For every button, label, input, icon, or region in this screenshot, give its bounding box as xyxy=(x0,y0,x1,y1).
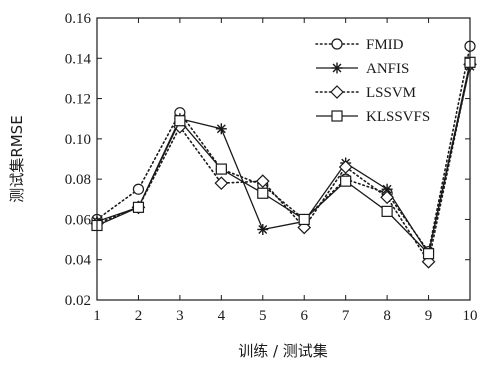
series-lssvm xyxy=(90,57,477,269)
y-tick-label: 0.12 xyxy=(65,92,91,108)
y-tick-label: 0.02 xyxy=(65,293,91,309)
data-point-lssvm xyxy=(338,160,353,174)
data-point-klssvfs xyxy=(132,201,145,213)
data-point-klssvfs xyxy=(215,163,227,175)
legend-marker xyxy=(331,110,343,122)
data-point-klssvfs xyxy=(298,213,310,226)
data-point-klssvfs xyxy=(174,115,186,127)
x-tick-label: 5 xyxy=(259,308,267,324)
legend-marker xyxy=(331,38,343,50)
data-point-klssvfs xyxy=(381,205,393,217)
x-tick-label: 10 xyxy=(463,308,478,324)
legend-entry-anfis: ANFIS xyxy=(316,61,409,77)
x-tick-label: 3 xyxy=(176,308,184,324)
series-klssvfs xyxy=(91,56,476,260)
series-line-klssvfs xyxy=(96,62,471,255)
x-axis-label: 训练 / 测试集 xyxy=(238,342,328,360)
series-line-lssvm xyxy=(96,63,471,263)
x-tick-label: 1 xyxy=(93,308,101,324)
legend-marker xyxy=(331,62,343,74)
data-point-lssvm xyxy=(255,174,270,189)
series-line-fmid xyxy=(96,45,471,253)
x-tick-label: 8 xyxy=(383,308,391,324)
series-group xyxy=(90,40,477,269)
data-point-klssvfs xyxy=(422,248,435,260)
legend-label: ANFIS xyxy=(366,61,409,77)
data-point-lssvm xyxy=(214,176,229,191)
y-tick-label: 0.14 xyxy=(65,51,92,67)
x-tick-label: 7 xyxy=(342,308,350,324)
data-point-klssvfs xyxy=(340,175,352,187)
legend: FMID ANFIS LSSVM KLSSVFS xyxy=(315,37,430,125)
series-anfis xyxy=(91,60,476,260)
x-tick-label: 2 xyxy=(135,308,143,324)
legend-entry-fmid: FMID xyxy=(315,37,404,53)
y-tick-label: 0.06 xyxy=(65,212,92,228)
data-point-anfis xyxy=(257,224,269,235)
legend-label: KLSSVFS xyxy=(366,109,430,125)
y-tick-label: 0.08 xyxy=(65,172,91,188)
legend-label: FMID xyxy=(366,37,404,53)
axis-ticks: 0.02 0.04 0.06 0.08 0.10 0.12 0.14 0.16 1 2 3 4 5 6 7 8… xyxy=(65,11,478,324)
legend-label: LSSVM xyxy=(366,85,416,101)
data-point-lssvm xyxy=(380,190,394,205)
series-fmid xyxy=(91,40,476,258)
legend-entry-lssvm: LSSVM xyxy=(315,85,416,101)
y-tick-label: 0.10 xyxy=(65,132,91,148)
legend-marker xyxy=(330,85,344,99)
data-point-klssvfs xyxy=(257,187,269,199)
legend-entry-klssvfs: KLSSVFS xyxy=(316,109,430,125)
x-tick-label: 4 xyxy=(218,308,226,324)
y-tick-label: 0.04 xyxy=(65,253,92,269)
data-point-fmid xyxy=(132,183,145,195)
x-tick-label: 9 xyxy=(425,308,433,324)
x-tick-label: 6 xyxy=(300,308,308,324)
y-tick-label: 0.16 xyxy=(65,11,92,27)
y-axis-label: 测试集RMSE xyxy=(8,115,26,202)
data-point-anfis xyxy=(215,123,227,135)
plot-frame xyxy=(96,17,471,301)
